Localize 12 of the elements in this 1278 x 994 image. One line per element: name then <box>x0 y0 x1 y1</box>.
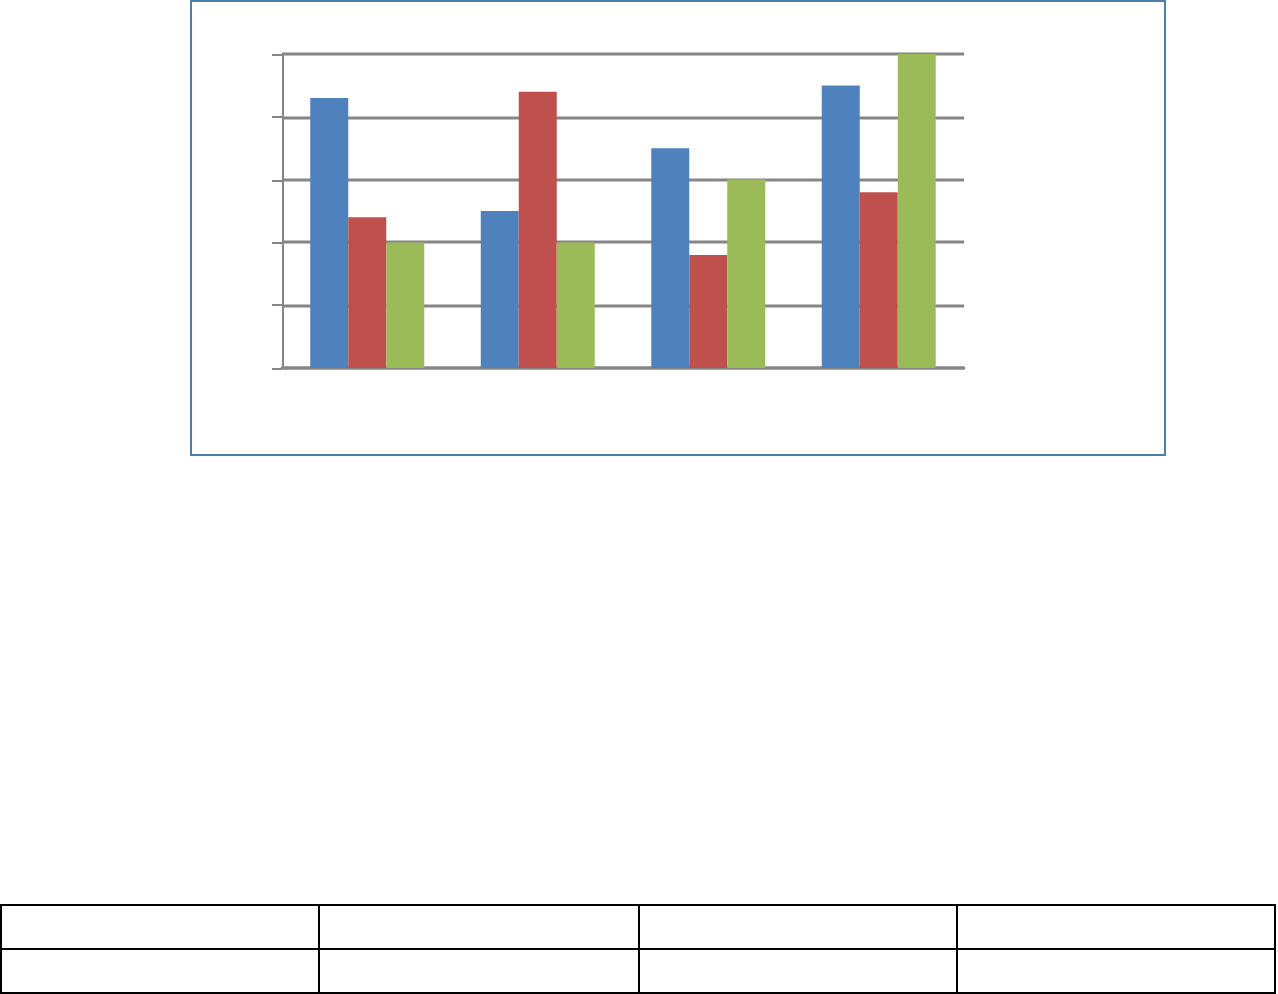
bar <box>518 91 557 368</box>
bar <box>310 97 349 368</box>
bar <box>651 148 690 368</box>
bar <box>480 211 519 368</box>
bar <box>859 192 898 368</box>
bar <box>689 254 728 368</box>
bar <box>821 85 860 368</box>
bar <box>386 242 425 368</box>
bar <box>727 179 766 368</box>
bar <box>348 217 387 368</box>
bar <box>556 242 595 368</box>
bar <box>897 54 936 368</box>
